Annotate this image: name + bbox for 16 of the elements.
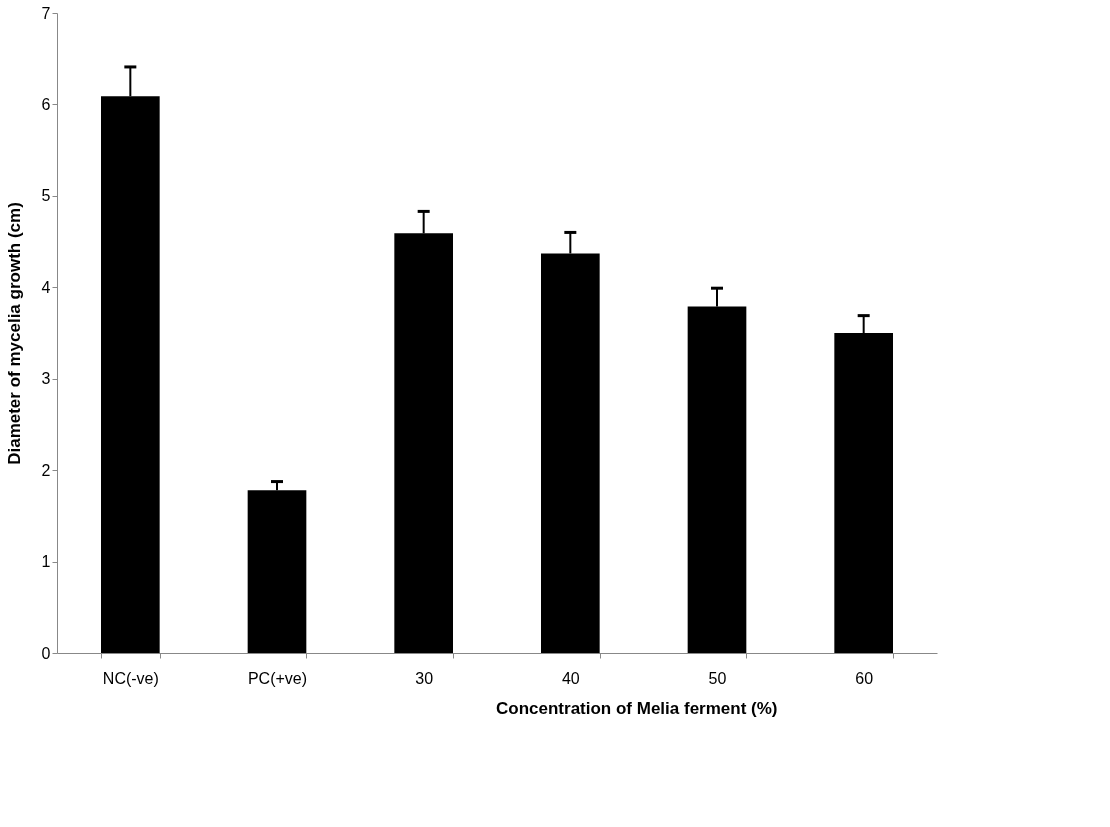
y-tick-label: 1: [41, 553, 51, 571]
y-tick-label: 7: [41, 4, 51, 22]
x-axis-title: Concentration of Melia ferment (%): [496, 698, 778, 718]
x-tick-label: 30: [415, 669, 434, 687]
y-tick-label: 0: [41, 644, 51, 662]
y-axis-title: Diameter of mycelia growth (cm): [4, 202, 24, 465]
x-tick-label: 40: [561, 669, 580, 687]
y-tick-label: 4: [41, 278, 51, 296]
y-tick-label: 3: [41, 370, 51, 388]
x-tick-label: 50: [708, 669, 727, 687]
x-tick-label: 60: [855, 669, 874, 687]
y-tick-label: 2: [41, 461, 51, 479]
y-tick-label: 6: [41, 95, 51, 113]
y-tick-label: 5: [41, 187, 51, 205]
x-tick-label: PC(+ve): [247, 669, 308, 687]
x-tick-label: NC(-ve): [102, 669, 159, 687]
